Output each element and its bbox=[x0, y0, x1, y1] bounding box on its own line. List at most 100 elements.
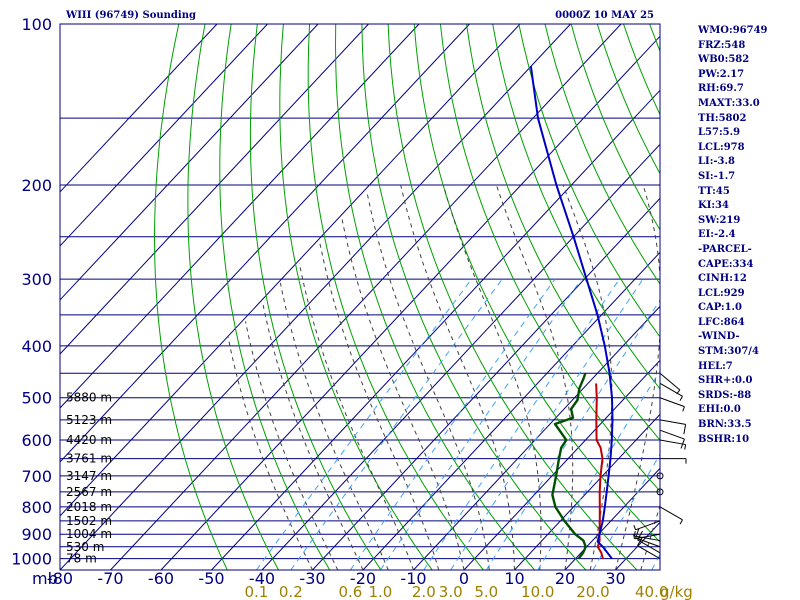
index-item: SHR+:0.0 bbox=[698, 375, 753, 387]
dewpoint-profile bbox=[551, 372, 587, 560]
index-item: CAP:1.0 bbox=[698, 302, 742, 314]
mixing-ratio-tick-9: 40.0 bbox=[635, 583, 668, 600]
dry-adiabat--30 bbox=[219, 24, 331, 570]
isotherm-layer bbox=[60, 24, 660, 570]
mixing-ratio-line-3 bbox=[379, 278, 582, 570]
index-item: CAPE:334 bbox=[698, 258, 754, 270]
isotherm-0 bbox=[463, 359, 660, 570]
height-label-750: 2567 m bbox=[66, 485, 112, 499]
mixing-ratio-tick-3: 1.0 bbox=[369, 583, 393, 600]
index-item: LFC:864 bbox=[698, 316, 745, 328]
dry-adiabat-50 bbox=[439, 24, 660, 492]
pressure-tick-600: 600 bbox=[21, 431, 52, 450]
index-item: EHI:0.0 bbox=[698, 404, 741, 416]
index-item: WMO:96749 bbox=[698, 25, 768, 36]
mixing-ratio-layer bbox=[255, 278, 660, 570]
mixing-ratio-line-6 bbox=[485, 299, 660, 570]
sounding-time: 0000Z 10 MAY 25 bbox=[555, 10, 654, 21]
dry-adiabat-10 bbox=[334, 24, 535, 570]
temperature-tick--70: -70 bbox=[97, 569, 123, 588]
moist-adiabat-35 bbox=[640, 503, 660, 570]
dry-adiabat--40 bbox=[187, 24, 279, 570]
mixing-ratio-line-4 bbox=[423, 278, 620, 570]
temperature-tick-30: 30 bbox=[605, 569, 625, 588]
pressure-tick-300: 300 bbox=[21, 270, 52, 289]
station-title: WIII (96749) Sounding bbox=[66, 10, 196, 21]
moist-adiabat--5 bbox=[319, 241, 440, 570]
height-label-950: 530 m bbox=[66, 540, 104, 554]
index-item: MAXT:33.0 bbox=[698, 97, 760, 109]
isotherm--10 bbox=[413, 305, 660, 570]
isotherm--60 bbox=[160, 35, 660, 570]
index-item: TH:5802 bbox=[698, 112, 747, 124]
mixing-ratio-tick-8: 20.0 bbox=[576, 583, 609, 600]
wind-barb-15 bbox=[659, 372, 681, 395]
mixing-ratio-line-7 bbox=[537, 370, 660, 570]
mixing-ratio-line-1 bbox=[290, 278, 503, 570]
index-item: -PARCEL- bbox=[698, 243, 752, 255]
pressure-tick-500: 500 bbox=[21, 389, 52, 408]
pressure-unit-label: mb bbox=[32, 569, 58, 588]
isotherm--20 bbox=[362, 251, 660, 570]
dry-adiabat-70 bbox=[492, 24, 660, 390]
dry-adiabat-0 bbox=[307, 24, 484, 570]
isotherm--90 bbox=[60, 24, 521, 517]
wind-barb-3 bbox=[633, 531, 661, 542]
index-item: WB0:582 bbox=[698, 54, 750, 66]
moist-adiabat-30 bbox=[615, 184, 660, 570]
mixing-ratio-line-2 bbox=[349, 278, 556, 570]
pressure-tick-800: 800 bbox=[21, 498, 52, 517]
height-label-700: 3147 m bbox=[66, 469, 112, 483]
mixing-ratio-tick-6: 5.0 bbox=[474, 583, 498, 600]
dry-adiabat-30 bbox=[387, 24, 638, 570]
index-item: LI:-3.8 bbox=[698, 156, 735, 168]
index-item: HEL:7 bbox=[698, 360, 733, 372]
index-item: SRDS:-88 bbox=[698, 389, 752, 401]
height-label-500: 5880 m bbox=[66, 391, 112, 405]
moist-adiabat-20 bbox=[495, 184, 574, 570]
index-item: BRN:33.5 bbox=[698, 419, 752, 431]
moist-adiabat--10 bbox=[298, 263, 414, 570]
parcel-profile bbox=[529, 66, 614, 560]
temperature-tick--80: -80 bbox=[47, 569, 73, 588]
mixing-ratio-line-0 bbox=[255, 278, 472, 570]
pressure-tick-400: 400 bbox=[21, 337, 52, 356]
dry-adiabat-180 bbox=[780, 24, 800, 570]
pressure-tick-700: 700 bbox=[21, 467, 52, 486]
index-item: RH:69.7 bbox=[698, 83, 744, 95]
mixing-ratio-line-5 bbox=[450, 278, 644, 570]
index-item: L57:5.9 bbox=[698, 127, 741, 139]
moist-adiabat-15 bbox=[442, 184, 542, 570]
index-item: SI:-1.7 bbox=[698, 170, 736, 182]
mixing-ratio-tick-4: 2.0 bbox=[412, 583, 436, 600]
mixing-ratio-tick-5: 3.0 bbox=[439, 583, 463, 600]
plot-area bbox=[60, 24, 800, 570]
isotherm--110 bbox=[60, 24, 420, 409]
mixing-ratio-line-8 bbox=[592, 453, 660, 570]
moist-adiabat-25 bbox=[562, 184, 613, 570]
wind-barb-13 bbox=[659, 397, 685, 412]
wind-barb-10 bbox=[659, 439, 687, 450]
dry-adiabat-20 bbox=[361, 24, 587, 570]
height-label-600: 4420 m bbox=[66, 433, 112, 447]
temperature-tick-0: 0 bbox=[459, 569, 469, 588]
height-label-850: 1502 m bbox=[66, 514, 112, 528]
isotherm--30 bbox=[312, 197, 660, 570]
temperature-tick-20: 20 bbox=[555, 569, 575, 588]
height-label-1000: 78 m bbox=[66, 552, 97, 566]
index-item: PW:2.17 bbox=[698, 68, 745, 80]
temperature-tick-10: 10 bbox=[504, 569, 524, 588]
isotherm--80 bbox=[60, 24, 571, 570]
dry-adiabat-layer bbox=[153, 24, 800, 570]
temperature-tick--50: -50 bbox=[198, 569, 224, 588]
wind-barb-12 bbox=[659, 419, 687, 435]
height-label-800: 2018 m bbox=[66, 500, 112, 514]
moist-adiabat-10 bbox=[400, 184, 515, 570]
wind-barb-9 bbox=[660, 458, 687, 464]
index-item: FRZ:548 bbox=[698, 39, 746, 51]
wind-barb-14 bbox=[659, 382, 683, 401]
index-item: LCL:929 bbox=[698, 287, 745, 299]
